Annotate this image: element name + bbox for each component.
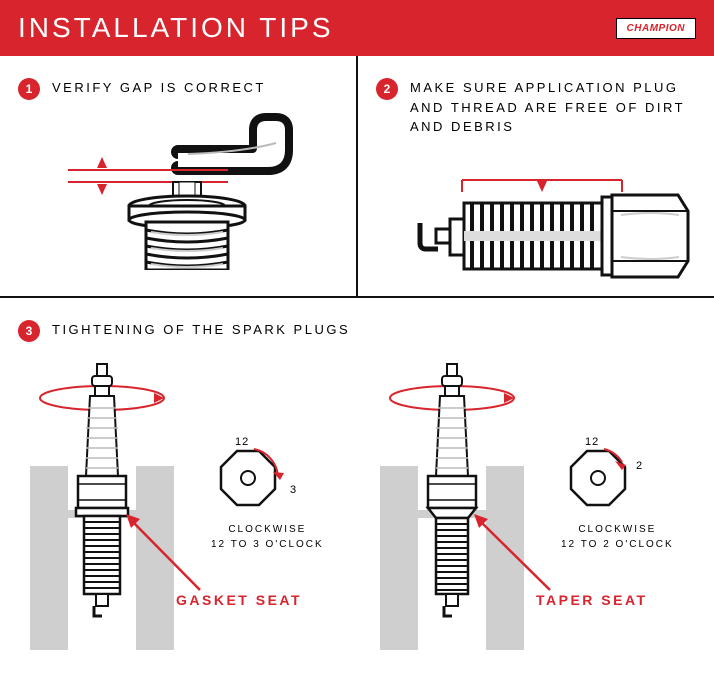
taper-clock-label: CLOCKWISE 12 TO 2 O'CLOCK <box>561 522 674 552</box>
taper-2: 2 <box>636 460 643 472</box>
gap-diagram <box>18 110 338 270</box>
step-3-head: 3 TIGHTENING OF THE SPARK PLUGS <box>18 320 696 342</box>
gasket-3: 3 <box>290 484 297 496</box>
taper-seat-label: TAPER SEAT <box>536 592 648 608</box>
gasket-panel: 12 3 CLOCKWISE 12 TO 3 O'CLOCK GASKET SE… <box>18 360 348 680</box>
step-3-number: 3 <box>18 320 40 342</box>
step-3-title: TIGHTENING OF THE SPARK PLUGS <box>52 320 350 340</box>
gasket-clock-label: CLOCKWISE 12 TO 3 O'CLOCK <box>211 522 324 552</box>
step-3-cell: 3 TIGHTENING OF THE SPARK PLUGS <box>0 298 714 696</box>
step-1-cell: 1 VERIFY GAP IS CORRECT <box>0 56 358 296</box>
step-2-head: 2 MAKE SURE APPLICATION PLUG AND THREAD … <box>376 78 714 137</box>
gasket-seat-label: GASKET SEAT <box>176 592 302 608</box>
gap-svg <box>18 110 338 270</box>
thread-svg <box>376 147 714 307</box>
gasket-12: 12 <box>235 436 249 448</box>
spark-plug-gasket <box>76 364 128 616</box>
step-1-head: 1 VERIFY GAP IS CORRECT <box>18 78 338 100</box>
step-2-cell: 2 MAKE SURE APPLICATION PLUG AND THREAD … <box>358 56 714 296</box>
header-bar: INSTALLATION TIPS CHAMPION <box>0 0 714 56</box>
taper-panel: 12 2 CLOCKWISE 12 TO 2 O'CLOCK TAPER SEA… <box>368 360 698 680</box>
row-1: 1 VERIFY GAP IS CORRECT <box>0 56 714 298</box>
step-1-title: VERIFY GAP IS CORRECT <box>52 78 266 98</box>
thread-diagram <box>376 147 714 307</box>
step-2-title: MAKE SURE APPLICATION PLUG AND THREAD AR… <box>410 78 714 137</box>
step-2-number: 2 <box>376 78 398 100</box>
step-1-number: 1 <box>18 78 40 100</box>
spark-plug-taper <box>428 364 476 616</box>
taper-svg <box>368 360 698 650</box>
page-title: INSTALLATION TIPS <box>18 12 334 44</box>
champion-logo: CHAMPION <box>616 18 696 39</box>
taper-12: 12 <box>585 436 599 448</box>
plugs-row: 12 3 CLOCKWISE 12 TO 3 O'CLOCK GASKET SE… <box>18 360 696 680</box>
